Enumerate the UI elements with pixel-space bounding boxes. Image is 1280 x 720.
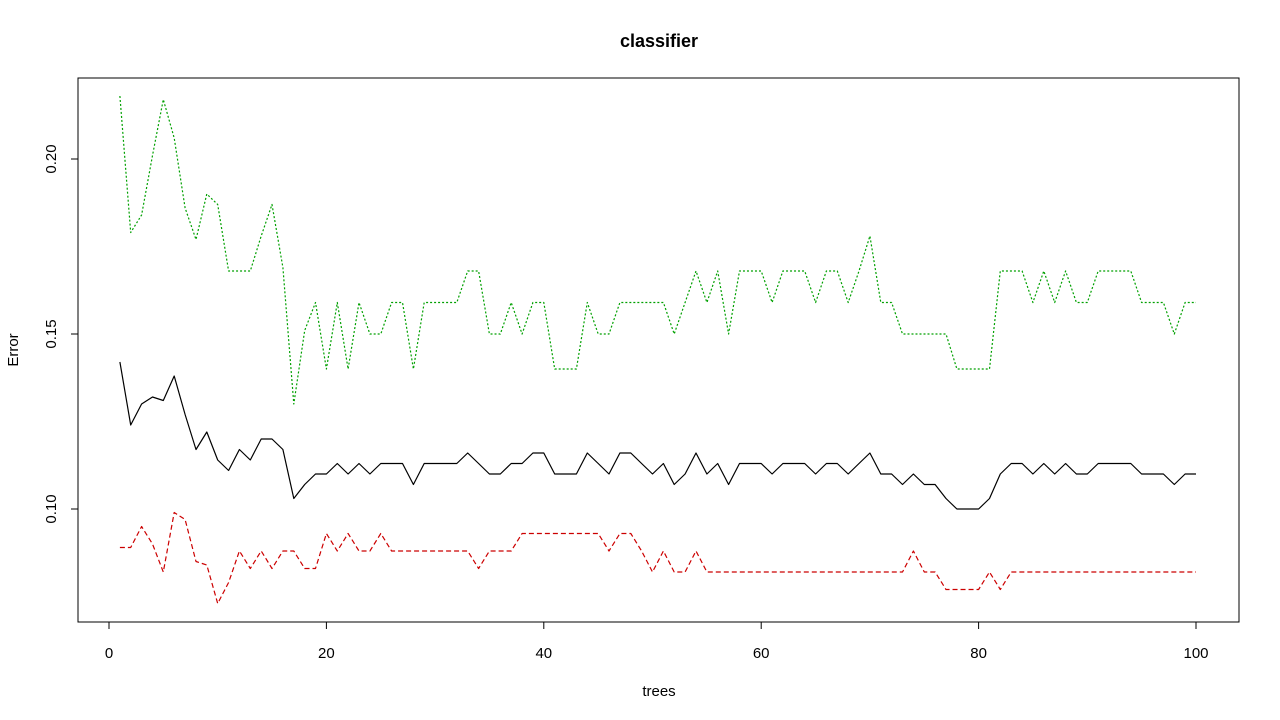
x-axis: 0 20 40 60 80 100 [105, 621, 1209, 662]
y-tick-label: 0.10 [43, 494, 60, 523]
x-tick-label: 40 [535, 645, 552, 662]
y-tick-label: 0.20 [43, 144, 60, 173]
x-tick-label: 0 [105, 645, 113, 662]
series-line-1 [119, 361, 1196, 510]
y-axis-label: Error [5, 333, 22, 366]
x-tick-label: 60 [753, 645, 770, 662]
x-axis-label: trees [642, 683, 675, 700]
x-tick-label: 100 [1183, 645, 1208, 662]
y-axis: 0.10 0.15 0.20 [43, 144, 79, 524]
series-line-2 [119, 511, 1196, 605]
x-tick-label: 20 [318, 645, 335, 662]
y-tick-label: 0.15 [43, 319, 60, 348]
chart-title: classifier [620, 31, 698, 51]
plot-frame [77, 77, 1240, 623]
series-layer [119, 95, 1196, 605]
series-line-3 [119, 95, 1196, 405]
x-tick-label: 80 [970, 645, 987, 662]
